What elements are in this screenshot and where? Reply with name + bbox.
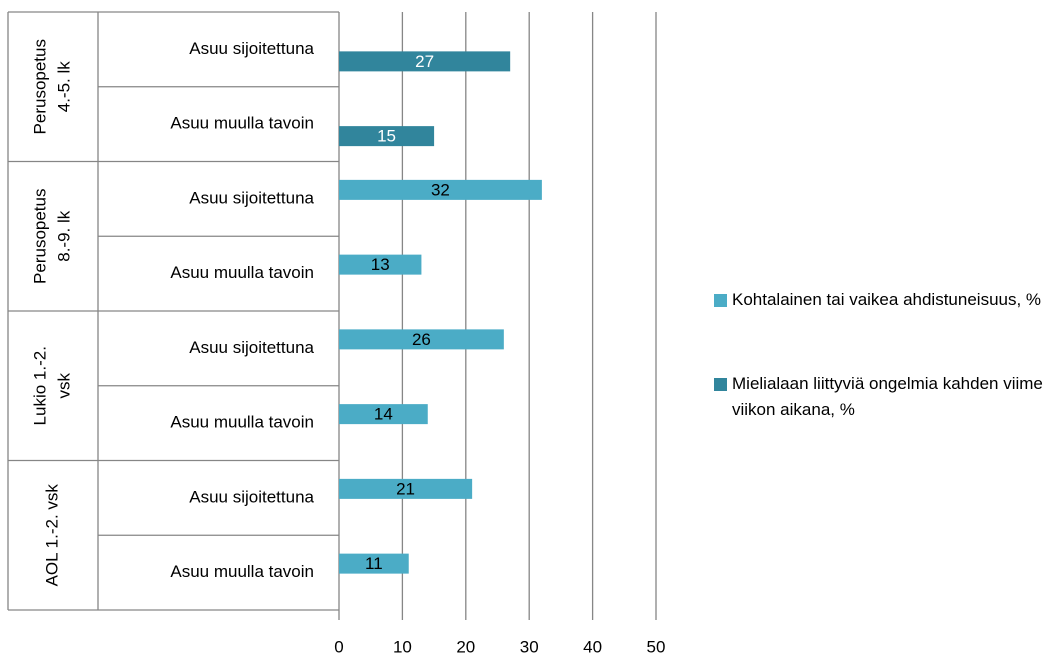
- category-label: Asuu sijoitettuna: [189, 188, 314, 207]
- x-tick-label: 20: [456, 637, 475, 656]
- legend-swatch: [714, 294, 727, 307]
- legend-item: Mielialaan liittyviä ongelmia kahden vii…: [714, 371, 1054, 423]
- legend-item: Kohtalainen tai vaikea ahdistuneisuus, %: [714, 287, 1054, 313]
- data-label: 15: [377, 127, 396, 146]
- category-label: Asuu muulla tavoin: [170, 263, 314, 282]
- group-label: 8.-9. lk: [54, 210, 73, 262]
- data-label: 21: [396, 479, 415, 498]
- category-label: Asuu sijoitettuna: [189, 487, 314, 506]
- bar: [339, 553, 409, 574]
- legend-label: Mielialaan liittyviä ongelmia kahden vii…: [732, 374, 1043, 419]
- x-tick-label: 40: [583, 637, 602, 656]
- x-tick-label: 10: [393, 637, 412, 656]
- category-label: Asuu sijoitettuna: [189, 39, 314, 58]
- category-label: Asuu muulla tavoin: [170, 562, 314, 581]
- group-label: AOL 1.-2. vsk: [42, 484, 61, 587]
- category-label: Asuu muulla tavoin: [170, 413, 314, 432]
- group-label: Perusopetus: [30, 189, 49, 284]
- bar: [339, 179, 542, 200]
- bar: [339, 51, 511, 72]
- bar: [339, 478, 473, 499]
- data-label: 26: [412, 330, 431, 349]
- data-label: 13: [371, 255, 390, 274]
- x-tick-label: 0: [334, 637, 343, 656]
- x-tick-label: 50: [647, 637, 666, 656]
- group-label: Perusopetus: [30, 39, 49, 134]
- group-label: Lukio 1.-2.: [30, 346, 49, 425]
- data-label: 32: [431, 180, 450, 199]
- data-label: 27: [415, 52, 434, 71]
- category-label: Asuu muulla tavoin: [170, 114, 314, 133]
- x-tick-label: 30: [520, 637, 539, 656]
- data-label: 11: [365, 554, 383, 573]
- bar: [339, 404, 428, 425]
- group-label: vsk: [54, 373, 73, 399]
- group-label: 4.-5. lk: [54, 61, 73, 113]
- legend-label: Kohtalainen tai vaikea ahdistuneisuus, %: [732, 290, 1042, 309]
- data-label: 14: [374, 405, 393, 424]
- bar: [339, 254, 422, 275]
- bar: [339, 329, 504, 350]
- bar: [339, 126, 435, 147]
- legend-swatch: [714, 378, 727, 391]
- category-label: Asuu sijoitettuna: [189, 338, 314, 357]
